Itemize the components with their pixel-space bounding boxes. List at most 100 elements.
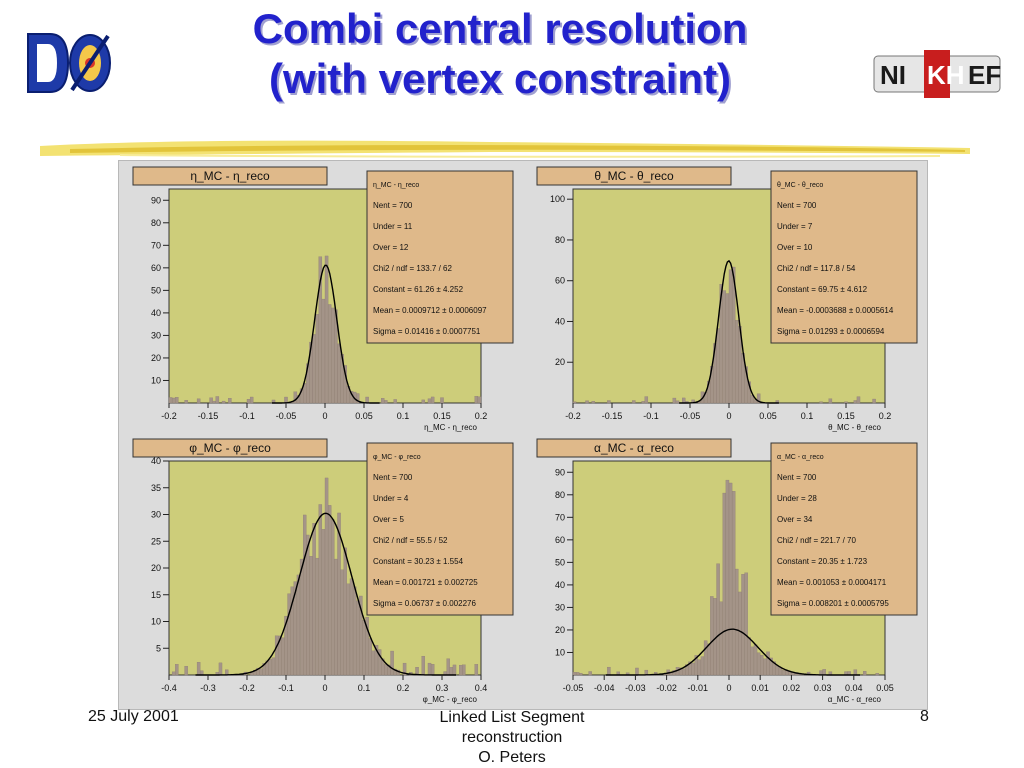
y-tick-label: 5 — [156, 643, 161, 653]
histogram-bar — [321, 529, 326, 676]
histogram-bar — [427, 398, 432, 404]
stats-row: Constant = 30.23 ± 1.554 — [373, 557, 464, 566]
histogram-bar — [591, 401, 595, 404]
x-tick-label: 0.05 — [876, 683, 894, 693]
y-tick-label: 10 — [555, 647, 565, 657]
y-tick-label: 60 — [555, 276, 565, 286]
histogram-bar — [672, 397, 677, 404]
y-tick-label: 50 — [555, 557, 565, 567]
histogram-bar — [168, 397, 173, 404]
stats-row: Nent = 700 — [777, 473, 817, 482]
y-tick-label: 40 — [151, 456, 161, 466]
y-tick-label: 100 — [550, 194, 565, 204]
histogram-bar — [449, 667, 454, 676]
x-tick-label: 0.1 — [397, 411, 410, 421]
stats-row: α_MC - α_reco — [777, 454, 824, 461]
histogram-bars — [168, 255, 482, 404]
x-tick-label: -0.01 — [688, 683, 709, 693]
histogram-bar — [756, 652, 761, 676]
histogram-title-box — [536, 166, 732, 186]
stats-row: Under = 11 — [373, 222, 413, 231]
footer-center: Linked List Segment reconstruction O. Pe… — [380, 708, 644, 768]
histogram-bar — [268, 659, 273, 676]
stats-row: Mean = 0.0009712 ± 0.0006097 — [373, 306, 487, 315]
histogram-bar — [753, 644, 758, 676]
histogram-bar — [844, 401, 848, 404]
x-tick-label: 0 — [726, 411, 731, 421]
histogram-bar — [710, 596, 714, 676]
x-axis-label: θ_MC - θ_reco — [828, 423, 881, 432]
histogram-bar — [707, 643, 711, 676]
x-tick-label: 0.1 — [801, 411, 814, 421]
stats-box-frame — [366, 442, 514, 616]
x-tick-label: 0.3 — [436, 683, 449, 693]
x-tick-label: -0.05 — [563, 683, 584, 693]
stats-row: Mean = 0.001053 ± 0.0004171 — [777, 578, 887, 587]
histogram-bar — [306, 534, 310, 676]
x-tick-label: -0.05 — [276, 411, 297, 421]
y-tick-label: 60 — [555, 535, 565, 545]
histogram-bar — [725, 479, 730, 676]
histogram-panel-0: -0.2 -0.15 -0.1 -0.05 0 0.05 0.1 0.15 0.2 10 20 30 4… — [132, 166, 514, 432]
histogram-bar — [337, 343, 341, 404]
y-tick-label: 20 — [555, 357, 565, 367]
stats-row: Constant = 61.26 ± 4.252 — [373, 285, 464, 294]
stats-box-frame — [770, 442, 918, 616]
histogram-bar — [778, 667, 783, 676]
histogram-bar — [744, 572, 748, 676]
histogram-bar — [819, 401, 823, 404]
histogram-bar — [760, 654, 764, 676]
histogram-bar — [607, 400, 611, 404]
x-tick-label: 0.04 — [845, 683, 863, 693]
stats-row: θ_MC - θ_reco — [777, 182, 823, 189]
gaussian-fit-line — [195, 512, 456, 676]
histogram-bar — [700, 656, 705, 676]
gaussian-fit-line — [272, 264, 380, 404]
histogram-bar — [682, 668, 686, 676]
histogram-bar — [393, 399, 397, 404]
histogram-bar — [365, 396, 369, 404]
histogram-bar — [735, 320, 739, 404]
histogram-bar — [430, 396, 435, 404]
histogram-bar — [368, 638, 372, 676]
histogram-bar — [384, 400, 388, 404]
histogram-bar — [446, 658, 450, 676]
histogram-bar — [474, 396, 479, 404]
y-tick-label: 20 — [555, 625, 565, 635]
stats-row: φ_MC - φ_reco — [373, 454, 421, 461]
histogram-bar — [735, 568, 739, 676]
histogram-bar — [296, 574, 301, 676]
histogram-bar — [315, 557, 319, 676]
y-tick-label: 10 — [151, 375, 161, 385]
x-tick-label: 0.1 — [358, 683, 371, 693]
x-tick-label: -0.2 — [239, 683, 255, 693]
x-tick-label: -0.02 — [656, 683, 677, 693]
y-tick-label: 40 — [151, 308, 161, 318]
x-tick-label: -0.2 — [161, 411, 177, 421]
x-tick-label: 0.05 — [759, 411, 777, 421]
x-tick-label: -0.3 — [200, 683, 216, 693]
svg-text:KH: KH — [927, 60, 965, 90]
stats-row: Under = 4 — [373, 494, 409, 503]
stats-box-frame — [366, 170, 514, 344]
histogram-bar — [725, 293, 730, 404]
y-tick-label: 90 — [151, 195, 161, 205]
stats-row: η_MC - η_reco — [373, 182, 419, 189]
x-tick-label: 0.01 — [751, 683, 769, 693]
y-tick-label: 20 — [151, 353, 161, 363]
stats-row: Over = 34 — [777, 515, 813, 524]
histogram-bar — [427, 662, 432, 676]
y-tick-label: 80 — [555, 490, 565, 500]
x-tick-label: -0.1 — [278, 683, 294, 693]
histogram-bar — [588, 671, 592, 676]
histogram-bar — [209, 397, 213, 404]
stats-row: Over = 5 — [373, 515, 404, 524]
histogram-bar — [343, 547, 347, 676]
x-tick-label: 0.2 — [879, 411, 892, 421]
y-tick-label: 70 — [151, 240, 161, 250]
x-tick-label: 0.05 — [355, 411, 373, 421]
footer-line1: Linked List Segment — [439, 709, 585, 726]
histogram-panel-1: -0.2 -0.15 -0.1 -0.05 0 0.05 0.1 0.15 0.2 20 40 60 8… — [536, 166, 918, 432]
y-tick-label: 60 — [151, 263, 161, 273]
y-tick-label: 40 — [555, 316, 565, 326]
